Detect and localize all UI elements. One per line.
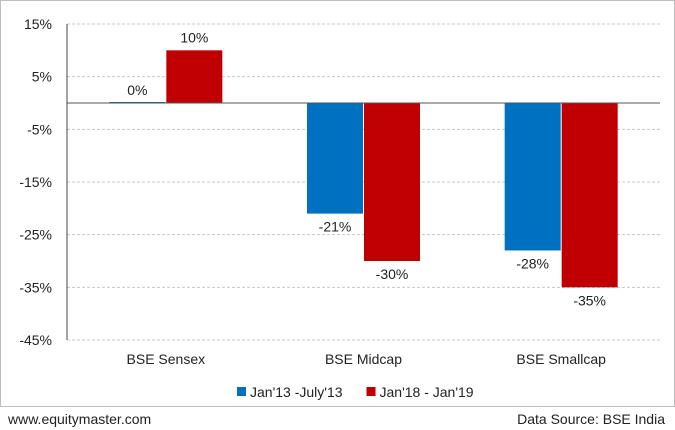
bar: [307, 103, 363, 214]
x-category-label: BSE Sensex: [127, 351, 206, 367]
y-tick-label: 5%: [32, 69, 52, 85]
x-category-label: BSE Midcap: [325, 351, 402, 367]
data-label: -35%: [573, 292, 606, 308]
data-label: -21%: [319, 219, 352, 235]
website-credit: www.equitymaster.com: [8, 411, 152, 427]
bar: [504, 103, 561, 251]
bar-chart: 15% 5% -5% -15% -25% -35% -45% 0% -21% -28% 10% -30…: [19, 16, 660, 400]
data-source-note: Data Source: BSE India: [517, 411, 665, 427]
y-tick-label: 15%: [24, 16, 52, 32]
legend-label: Jan'18 - Jan'19: [380, 384, 474, 400]
y-tick-label: -5%: [27, 121, 52, 137]
y-tick-label: -45%: [19, 332, 52, 348]
data-label: -30%: [376, 266, 409, 282]
data-label: 0%: [127, 82, 147, 98]
bar: [166, 50, 223, 103]
data-label: -28%: [516, 255, 549, 271]
legend-label: Jan'13 -July'13: [250, 384, 343, 400]
chart-frame: 15% 5% -5% -15% -25% -35% -45% 0% -21% -28% 10% -30…: [0, 0, 675, 407]
y-tick-label: -35%: [19, 279, 52, 295]
x-category-label: BSE Smallcap: [516, 351, 606, 367]
bar: [561, 103, 618, 288]
data-label: 10%: [180, 29, 208, 45]
legend-swatch: [237, 387, 246, 396]
y-tick-label: -25%: [19, 227, 52, 243]
y-tick-label: -15%: [19, 174, 52, 190]
legend-swatch: [366, 387, 376, 396]
bar: [364, 103, 420, 261]
